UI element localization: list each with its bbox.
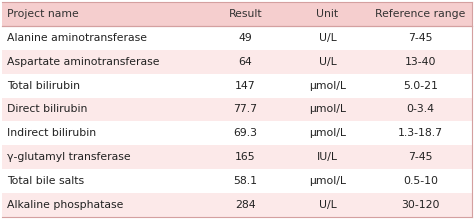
- Text: Alanine aminotransferase: Alanine aminotransferase: [7, 33, 147, 43]
- Text: 165: 165: [235, 152, 255, 162]
- Text: Total bile salts: Total bile salts: [7, 176, 84, 186]
- Text: Unit: Unit: [317, 9, 338, 19]
- Text: 0.5-10: 0.5-10: [403, 176, 438, 186]
- Text: Aspartate aminotransferase: Aspartate aminotransferase: [7, 57, 159, 67]
- Text: 1.3-18.7: 1.3-18.7: [398, 128, 443, 138]
- Text: 30-120: 30-120: [401, 200, 439, 210]
- Text: μmol/L: μmol/L: [309, 104, 346, 115]
- Text: 64: 64: [238, 57, 252, 67]
- Text: U/L: U/L: [319, 57, 337, 67]
- Text: 69.3: 69.3: [233, 128, 257, 138]
- Text: μmol/L: μmol/L: [309, 81, 346, 91]
- Text: 147: 147: [235, 81, 255, 91]
- Text: Project name: Project name: [7, 9, 79, 19]
- Text: Direct bilirubin: Direct bilirubin: [7, 104, 87, 115]
- Text: Indirect bilirubin: Indirect bilirubin: [7, 128, 96, 138]
- Text: Result: Result: [228, 9, 262, 19]
- Text: 49: 49: [238, 33, 252, 43]
- Text: 0-3.4: 0-3.4: [406, 104, 434, 115]
- Text: Alkaline phosphatase: Alkaline phosphatase: [7, 200, 123, 210]
- Text: 5.0-21: 5.0-21: [403, 81, 438, 91]
- Text: μmol/L: μmol/L: [309, 176, 346, 186]
- Text: 58.1: 58.1: [233, 176, 257, 186]
- Text: 7-45: 7-45: [408, 152, 433, 162]
- Text: U/L: U/L: [319, 200, 337, 210]
- Text: 7-45: 7-45: [408, 33, 433, 43]
- Text: Total bilirubin: Total bilirubin: [7, 81, 80, 91]
- Text: IU/L: IU/L: [317, 152, 338, 162]
- Text: Reference range: Reference range: [375, 9, 465, 19]
- Text: 284: 284: [235, 200, 255, 210]
- Text: μmol/L: μmol/L: [309, 128, 346, 138]
- Text: γ-glutamyl transferase: γ-glutamyl transferase: [7, 152, 130, 162]
- Text: U/L: U/L: [319, 33, 337, 43]
- Text: 13-40: 13-40: [404, 57, 436, 67]
- Text: 77.7: 77.7: [233, 104, 257, 115]
